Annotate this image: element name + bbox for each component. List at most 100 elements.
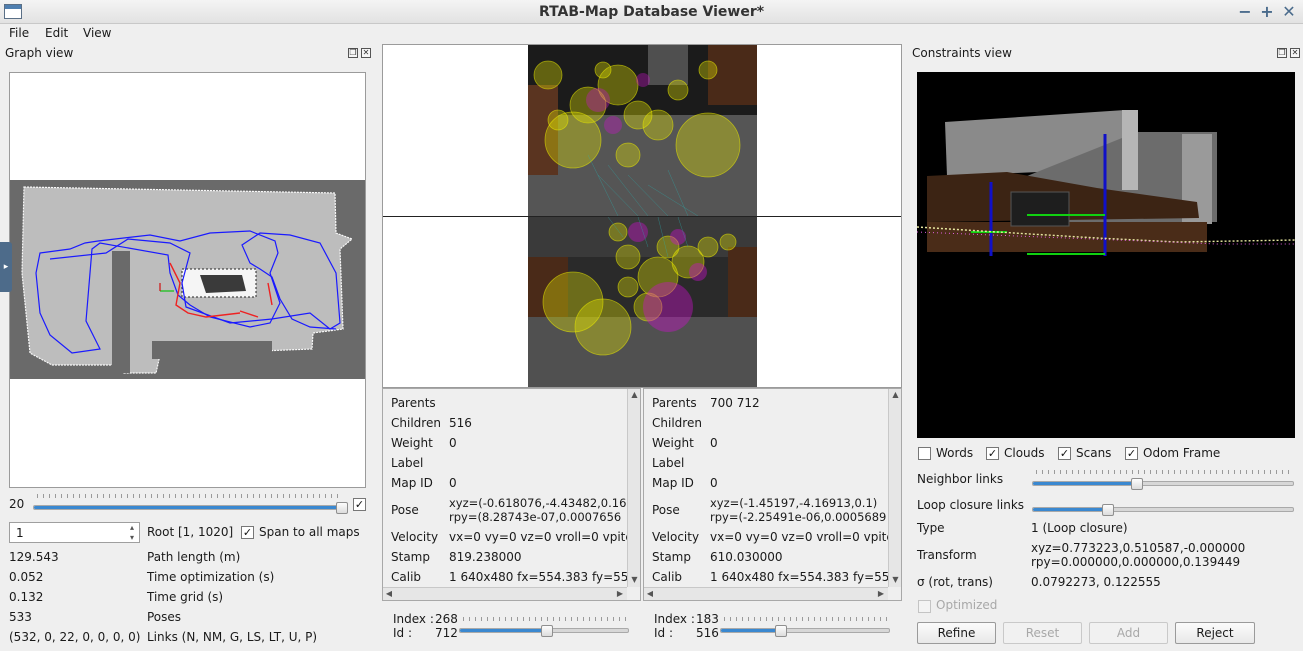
cloud-cabinet-base — [927, 222, 1207, 252]
cloud-oven — [1010, 191, 1070, 227]
left-children-value: 516 — [449, 416, 472, 430]
right-weight-value: 0 — [710, 436, 718, 450]
scan-points-2 — [917, 231, 1295, 245]
map-obstacle — [200, 275, 246, 293]
clouds-checkbox[interactable]: ✓ — [986, 447, 999, 460]
scroll-left-icon[interactable]: ◀ — [646, 589, 654, 598]
loop-closure-slider[interactable] — [1032, 507, 1294, 512]
constraints-close-icon[interactable]: ✕ — [1290, 48, 1300, 58]
odom-frame-checkbox[interactable]: ✓ — [1125, 447, 1138, 460]
left-info-hscroll[interactable]: ◀ ▶ — [383, 587, 627, 600]
graph-canvas[interactable] — [9, 72, 366, 488]
left-stamp-label: Stamp — [391, 550, 430, 564]
root-spinbox[interactable]: 1 ▴ ▾ — [9, 522, 140, 543]
left-weight-value: 0 — [449, 436, 457, 450]
neighbor-links-slider[interactable] — [1032, 481, 1294, 486]
scroll-left-icon[interactable]: ◀ — [385, 589, 393, 598]
left-pose-label: Pose — [391, 503, 419, 517]
neighbor-slider-handle[interactable] — [1130, 478, 1143, 490]
scroll-right-icon[interactable]: ▶ — [877, 589, 885, 598]
poses-label: Poses — [147, 610, 182, 624]
right-mapid-value: 0 — [710, 476, 718, 490]
left-calib-value: 1 640x480 fx=554.383 fy=55 — [449, 570, 629, 584]
left-index-slider-handle[interactable] — [541, 625, 554, 637]
span-checkbox[interactable]: ✓ — [241, 526, 254, 539]
graph-slider-checkbox[interactable]: ✓ — [353, 498, 366, 511]
graph-slider-track[interactable] — [33, 505, 345, 510]
right-info-vscroll[interactable]: ▲ ▼ — [888, 389, 901, 587]
path-length-value: 129.543 — [9, 550, 59, 564]
menu-file[interactable]: File — [9, 26, 30, 40]
reset-button[interactable]: Reset — [1003, 622, 1082, 644]
add-button[interactable]: Add — [1089, 622, 1168, 644]
scroll-up-icon[interactable]: ▲ — [892, 390, 899, 399]
words-label: Words — [936, 446, 974, 460]
graph-close-icon[interactable]: ✕ — [361, 48, 371, 58]
left-mapid-label: Map ID — [391, 476, 433, 490]
transform-xyz: xyz=0.773223,0.510587,-0.000000 — [1031, 541, 1246, 555]
scroll-right-icon[interactable]: ▶ — [616, 589, 624, 598]
links-value: (532, 0, 22, 0, 0, 0, 0) — [9, 630, 141, 644]
left-children-label: Children — [391, 416, 441, 430]
right-parents-value: 700 712 — [710, 396, 760, 410]
right-parents-label: Parents — [652, 396, 697, 410]
right-info-hscroll[interactable]: ◀ ▶ — [644, 587, 888, 600]
time-grid-label: Time grid (s) — [147, 590, 224, 604]
type-value: 1 (Loop closure) — [1031, 521, 1128, 535]
loop-slider-handle[interactable] — [1101, 504, 1114, 516]
loop-closure-links-label: Loop closure links — [917, 498, 1025, 512]
graph-slider-value: 20 — [9, 497, 25, 511]
words-checkbox[interactable] — [918, 447, 931, 460]
optimized-checkbox[interactable] — [918, 600, 931, 613]
scroll-down-icon[interactable]: ▼ — [892, 575, 899, 584]
scroll-up-icon[interactable]: ▲ — [631, 390, 638, 399]
left-index-label: Index : — [393, 612, 434, 626]
scans-checkbox[interactable]: ✓ — [1058, 447, 1071, 460]
right-index-slider-handle[interactable] — [775, 625, 788, 637]
reject-button[interactable]: Reject — [1175, 622, 1255, 644]
root-spin-up-icon[interactable]: ▴ — [129, 523, 134, 532]
left-image-view[interactable] — [528, 45, 757, 216]
right-velocity-value: vx=0 vy=0 vz=0 vroll=0 vpitc — [710, 530, 893, 544]
left-index-slider-fill — [460, 629, 548, 632]
graph-float-icon[interactable]: ❐ — [348, 48, 358, 58]
right-pose-xyz: xyz=(-1.45197,-4.16913,0.1) — [710, 496, 878, 510]
refine-button[interactable]: Refine — [917, 622, 996, 644]
path-length-label: Path length (m) — [147, 550, 241, 564]
menu-bar: File Edit View — [0, 24, 1303, 44]
constraints-view-title: Constraints view — [912, 46, 1012, 60]
right-children-label: Children — [652, 416, 702, 430]
menu-edit[interactable]: Edit — [45, 26, 69, 40]
scan-points-1 — [917, 226, 1295, 243]
right-index-label: Index : — [654, 612, 695, 626]
constraints-3d-view[interactable] — [917, 72, 1295, 438]
trajectory-path — [35, 230, 281, 354]
transform-rpy: rpy=0.000000,0.000000,0.139449 — [1031, 555, 1241, 569]
constraints-float-icon[interactable]: ❐ — [1277, 48, 1287, 58]
right-index-slider-fill — [721, 629, 782, 632]
left-node-info: Parents Children 516 Weight 0 Label Map … — [382, 388, 641, 601]
odom-frame-label: Odom Frame — [1143, 446, 1221, 460]
right-id-value: 516 — [696, 626, 719, 640]
minimize-button[interactable]: − — [1238, 2, 1252, 21]
menu-view[interactable]: View — [83, 26, 112, 40]
side-panel-toggle[interactable]: ▸ — [0, 242, 12, 292]
close-window-button[interactable]: ✕ — [1282, 2, 1296, 21]
graph-slider-handle[interactable] — [335, 502, 348, 514]
cloud-pillar — [1122, 110, 1138, 190]
scroll-down-icon[interactable]: ▼ — [631, 575, 638, 584]
right-index-slider[interactable] — [720, 628, 890, 633]
poses-value: 533 — [9, 610, 32, 624]
graph-slider-fill — [34, 506, 341, 509]
maximize-button[interactable]: + — [1260, 2, 1274, 21]
left-stamp-value: 819.238000 — [449, 550, 522, 564]
graph-view-title: Graph view — [5, 46, 74, 60]
time-optimization-value: 0.052 — [9, 570, 44, 584]
trajectory-path-2 — [49, 232, 341, 330]
left-velocity-value: vx=0 vy=0 vz=0 vroll=0 vpitc — [449, 530, 632, 544]
time-optimization-label: Time optimization (s) — [147, 570, 275, 584]
right-id-label: Id : — [654, 626, 674, 640]
root-spin-down-icon[interactable]: ▾ — [129, 533, 134, 542]
left-info-vscroll[interactable]: ▲ ▼ — [627, 389, 640, 587]
right-image-view[interactable] — [528, 217, 757, 387]
